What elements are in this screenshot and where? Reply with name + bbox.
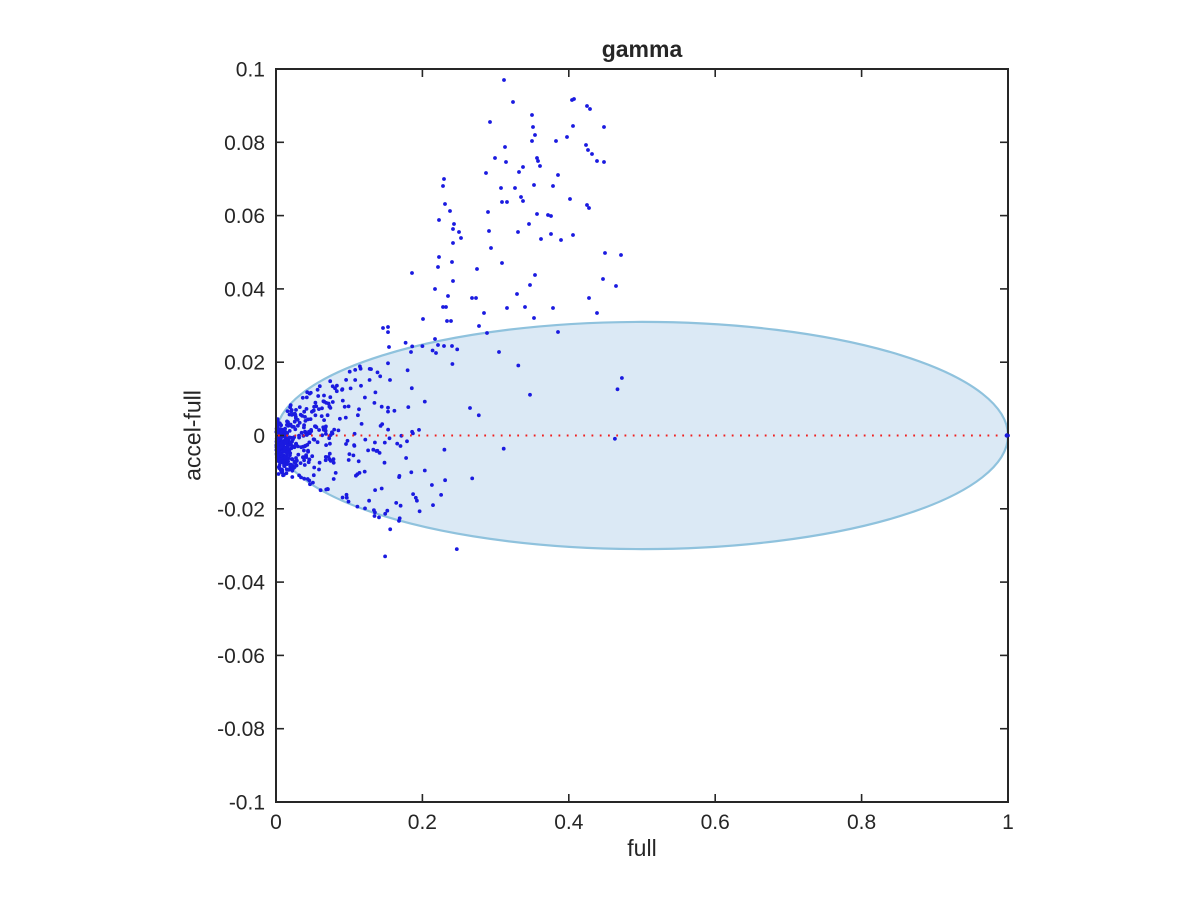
- svg-text:gamma: gamma: [602, 36, 683, 62]
- svg-text:0.04: 0.04: [224, 278, 265, 301]
- svg-text:0.06: 0.06: [224, 205, 265, 228]
- svg-text:-0.06: -0.06: [217, 645, 265, 668]
- svg-text:full: full: [627, 835, 656, 861]
- svg-text:-0.08: -0.08: [217, 718, 265, 741]
- svg-text:0.08: 0.08: [224, 132, 265, 155]
- svg-text:accel-full: accel-full: [180, 390, 206, 481]
- svg-text:0: 0: [253, 425, 265, 448]
- svg-text:-0.04: -0.04: [217, 572, 265, 595]
- svg-text:0.4: 0.4: [554, 811, 584, 834]
- svg-text:1: 1: [1002, 811, 1014, 834]
- svg-text:0.8: 0.8: [847, 811, 876, 834]
- svg-text:-0.02: -0.02: [217, 498, 265, 521]
- svg-text:0.02: 0.02: [224, 352, 265, 375]
- svg-text:0.1: 0.1: [236, 59, 265, 82]
- svg-text:0.2: 0.2: [408, 811, 437, 834]
- svg-text:0.6: 0.6: [701, 811, 730, 834]
- svg-text:-0.1: -0.1: [229, 792, 265, 815]
- svg-text:0: 0: [270, 811, 282, 834]
